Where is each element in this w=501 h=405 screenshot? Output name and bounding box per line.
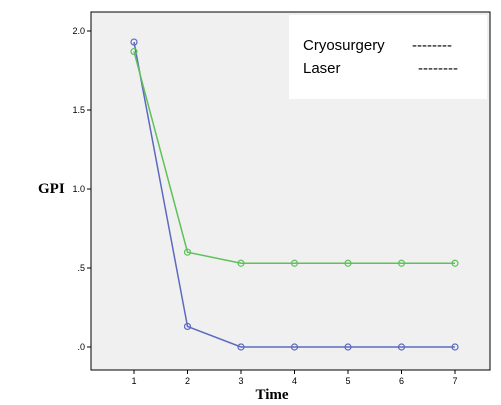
x-tick-label: 5 (345, 376, 350, 386)
x-tick-label: 3 (238, 376, 243, 386)
x-tick-label: 7 (452, 376, 457, 386)
x-tick-label: 1 (131, 376, 136, 386)
x-tick-label: 6 (399, 376, 404, 386)
y-tick-label: .0 (77, 342, 85, 352)
y-axis-title: GPI (38, 181, 65, 197)
y-tick-label: 1.0 (72, 184, 85, 194)
legend-swatch-laser: -------- (418, 60, 458, 77)
data-point-green (183, 248, 192, 256)
data-point-blue (397, 343, 406, 351)
data-point-blue (237, 343, 245, 351)
series-line-green (133, 51, 455, 265)
legend: Cryosurgery -------- Laser -------- (289, 15, 487, 99)
series-layer (130, 38, 459, 351)
x-axis: 1 2 3 4 5 6 7 (131, 370, 458, 386)
series-line-blue (133, 41, 455, 348)
y-tick-label: .5 (77, 263, 85, 273)
x-tick-label: 2 (185, 376, 190, 386)
legend-swatch-cryosurgery: -------- (412, 37, 452, 54)
x-tick-label: 4 (292, 376, 297, 386)
y-tick-label: 1.5 (72, 105, 85, 115)
y-tick-label: 2.0 (72, 26, 85, 36)
data-point-green (344, 259, 352, 267)
data-point-blue (130, 38, 138, 46)
data-point-blue (451, 343, 459, 351)
legend-box (289, 15, 487, 99)
y-axis: .0 .5 1.0 1.5 2.0 (72, 26, 91, 352)
data-point-blue (183, 322, 192, 331)
data-point-blue (290, 343, 299, 351)
data-point-green (397, 259, 406, 267)
legend-label-cryosurgery: Cryosurgery (303, 37, 385, 54)
legend-label-laser: Laser (303, 60, 341, 77)
data-point-green (290, 259, 299, 267)
x-axis-title: Time (255, 387, 288, 403)
data-point-green (237, 259, 245, 267)
data-point-green (130, 47, 138, 56)
data-point-blue (344, 343, 352, 351)
data-point-green (451, 259, 459, 267)
